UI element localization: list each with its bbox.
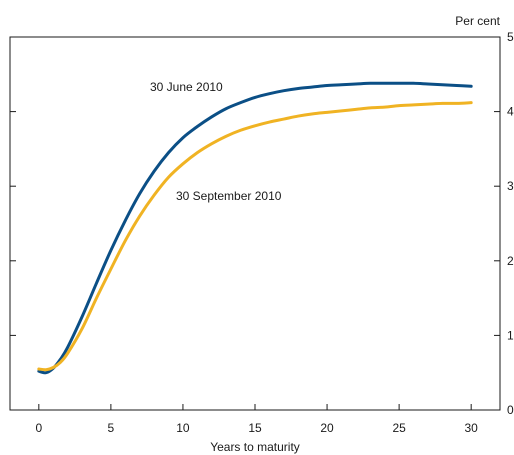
- series-label-september: 30 September 2010: [176, 189, 282, 203]
- y-tick-label: 4: [507, 105, 514, 119]
- plot-frame: [9, 36, 501, 411]
- x-axis-ticks: 0 5 10 15 20 25 30: [35, 404, 478, 435]
- x-axis-title: Years to maturity: [210, 440, 300, 454]
- x-tick-label: 10: [176, 421, 190, 435]
- series-lines: [37, 81, 473, 375]
- series-line-september: [37, 101, 473, 372]
- x-tick-label: 5: [108, 421, 115, 435]
- y-tick-label: 3: [507, 179, 514, 193]
- x-tick-label: 25: [392, 421, 406, 435]
- x-tick-label: 0: [35, 421, 42, 435]
- y-tick-label: 0: [507, 403, 514, 417]
- x-tick-label: 30: [464, 421, 478, 435]
- x-tick-label: 15: [248, 421, 262, 435]
- series-line-june: [37, 81, 473, 375]
- y-tick-label: 2: [507, 254, 514, 268]
- series-label-june: 30 June 2010: [150, 80, 223, 94]
- y-axis-title: Per cent: [455, 14, 500, 28]
- y-tick-label: 1: [507, 328, 514, 342]
- y-tick-label: 5: [507, 30, 514, 44]
- x-tick-label: 20: [320, 421, 334, 435]
- y-axis-ticks: 0 1 2 3 4 5: [10, 30, 514, 417]
